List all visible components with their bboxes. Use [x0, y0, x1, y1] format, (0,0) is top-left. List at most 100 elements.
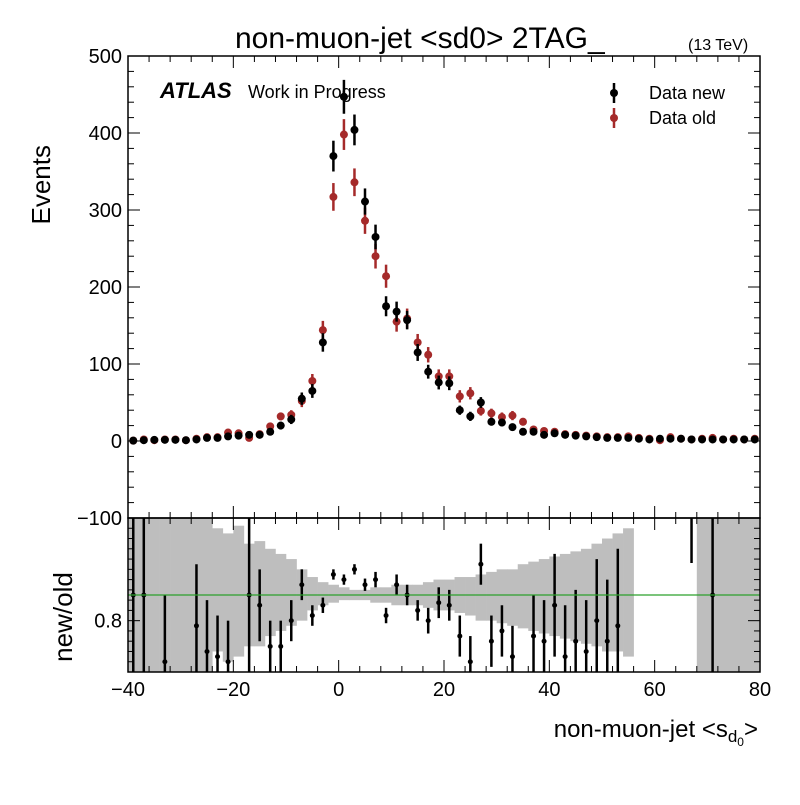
- ratio-point: [162, 659, 168, 665]
- point-data-new: [613, 433, 622, 442]
- chart-title: non-muon-jet <sd0> 2TAG_: [235, 22, 606, 55]
- point-data-new: [403, 316, 412, 325]
- point-data-new: [455, 406, 464, 415]
- point-data-new: [666, 434, 675, 443]
- point-data-old: [350, 178, 359, 187]
- ratio-point: [215, 654, 221, 660]
- point-data-old: [361, 216, 369, 225]
- point-data-new: [645, 435, 654, 444]
- x-tick-label: 60: [644, 679, 666, 701]
- point-data-new: [497, 418, 506, 427]
- point-data-new: [318, 338, 327, 347]
- point-data-new: [687, 435, 696, 444]
- point-data-new: [203, 433, 211, 442]
- ratio-point: [330, 571, 336, 577]
- point-data-old: [276, 412, 285, 421]
- atlas-label: ATLAS: [159, 78, 232, 103]
- legend-entry-data-old: Data old: [610, 108, 716, 128]
- point-data-old: [508, 411, 517, 420]
- ratio-point: [394, 582, 400, 588]
- point-data-old: [339, 130, 348, 139]
- x-tick-label: 0: [333, 679, 344, 701]
- ratio-point: [615, 623, 621, 629]
- point-data-new: [171, 435, 180, 444]
- point-data-new: [719, 435, 728, 444]
- point-data-new: [287, 415, 296, 424]
- ratio-point: [436, 600, 442, 606]
- ratio-point: [531, 633, 537, 639]
- y-tick-label: 300: [89, 200, 122, 222]
- ratio-point: [488, 638, 494, 644]
- point-data-new: [677, 434, 685, 443]
- point-data-new: [413, 348, 422, 357]
- ratio-point: [552, 602, 558, 608]
- point-data-new: [592, 433, 601, 442]
- point-data-old: [519, 417, 527, 426]
- x-tick-label: 40: [538, 679, 560, 701]
- point-data-old: [382, 272, 391, 281]
- point-data-new: [487, 417, 496, 426]
- ratio-point: [467, 659, 473, 665]
- ratio-point: [362, 582, 368, 588]
- point-data-new: [213, 433, 222, 442]
- point-data-new: [561, 430, 570, 439]
- ratio-band-bin: [338, 587, 350, 601]
- ratio-band-bin: [486, 571, 497, 621]
- point-data-old: [476, 406, 485, 415]
- point-data-new: [245, 430, 254, 439]
- point-data-old: [329, 192, 338, 201]
- point-data-new: [540, 430, 549, 439]
- ratio-point: [341, 577, 347, 583]
- point-data-new: [476, 398, 485, 407]
- point-data-new: [634, 434, 643, 443]
- x-axis-label: non-muon-jet <sd0>: [554, 716, 758, 749]
- point-data-new: [655, 434, 664, 443]
- ratio-y-axis-label: new/old: [48, 572, 78, 662]
- ratio-band-bin: [507, 569, 519, 626]
- point-data-new: [266, 427, 275, 436]
- ratio-point: [499, 628, 505, 634]
- ratio-point: [415, 607, 421, 613]
- ratio-band-bin: [538, 559, 550, 634]
- x-axis-label-main: non-muon-jet <s: [554, 716, 728, 743]
- ratio-band-bin: [465, 577, 476, 616]
- atlas-sublabel: Work in Progress: [248, 82, 386, 102]
- point-data-new: [350, 125, 359, 134]
- point-data-new: [550, 429, 559, 438]
- y-tick-label: 400: [89, 123, 122, 145]
- ratio-band-bin: [286, 559, 297, 626]
- ratio-point: [299, 582, 305, 588]
- point-data-old: [371, 252, 380, 261]
- ratio-band-bin: [328, 584, 339, 603]
- point-data-new: [329, 152, 338, 161]
- ratio-band-bin: [475, 574, 487, 621]
- point-data-new: [624, 433, 633, 442]
- y-tick-label: −100: [77, 508, 122, 530]
- ratio-band-bin: [496, 569, 508, 624]
- point-data-old: [487, 409, 496, 418]
- x-tick-label: −20: [216, 679, 250, 701]
- point-data-new: [361, 197, 369, 206]
- ratio-point: [604, 638, 610, 644]
- ratio-band-bin: [559, 553, 571, 639]
- ratio-point: [383, 613, 389, 619]
- point-data-new: [392, 307, 401, 316]
- tick-labels: −40 −20 0 20 40 60 80 −100 0 100 200 300 400 500 0.8: [77, 46, 771, 701]
- ratio-point: [278, 643, 284, 649]
- point-data-old: [413, 338, 422, 347]
- ratio-point: [457, 633, 463, 639]
- point-data-old: [424, 350, 433, 359]
- point-data-new: [224, 432, 233, 441]
- point-data-new: [708, 435, 717, 444]
- ratio-point: [351, 566, 357, 572]
- ratio-point: [541, 638, 547, 644]
- ratio-point: [478, 561, 484, 567]
- point-data-new: [150, 435, 159, 444]
- ratio-point: [267, 643, 273, 649]
- point-data-new: [508, 423, 517, 432]
- ratio-band-bin: [623, 528, 634, 657]
- x-axis-label-sub: d: [728, 727, 737, 746]
- point-data-old: [308, 376, 317, 385]
